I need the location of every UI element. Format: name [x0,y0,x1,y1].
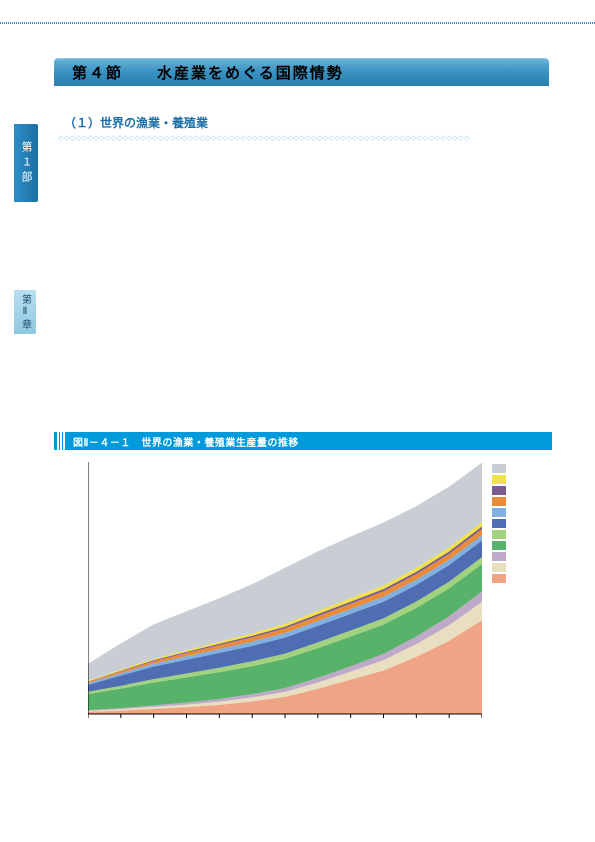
section-header-text: 第４節 水産業をめぐる国際情勢 [72,62,344,83]
figure-label: 図Ⅱ－４－１ 世界の漁業・養殖業生産量の推移 [73,434,299,449]
legend-swatch [492,486,506,495]
diamond-divider: ◇◇◇◇◇◇◇◇◇◇◇◇◇◇◇◇◇◇◇◇◇◇◇◇◇◇◇◇◇◇◇◇◇◇◇◇◇◇◇◇… [58,134,548,142]
side-tab-chapter: 第Ⅱ章 [14,290,36,334]
figure-title-bar: 図Ⅱ－４－１ 世界の漁業・養殖業生産量の推移 [54,432,552,450]
stacked-area-chart [88,462,482,732]
legend-swatch [492,508,506,517]
legend-swatch [492,541,506,550]
subsection-title: （１）世界の漁業・養殖業 [64,114,208,131]
section-header-bar: 第４節 水産業をめぐる国際情勢 [54,58,549,86]
legend-swatch [492,552,506,561]
legend-swatch [492,519,506,528]
legend-swatch [492,563,506,572]
figure-bar-stripes-icon [57,432,67,450]
chart-legend [492,464,506,583]
legend-swatch [492,497,506,506]
legend-swatch [492,530,506,539]
legend-swatch [492,475,506,484]
legend-swatch [492,464,506,473]
legend-swatch [492,574,506,583]
side-tab-part: 第１部 [14,124,38,202]
chart-svg [88,462,482,732]
page-top-dotted-rule [0,22,595,24]
